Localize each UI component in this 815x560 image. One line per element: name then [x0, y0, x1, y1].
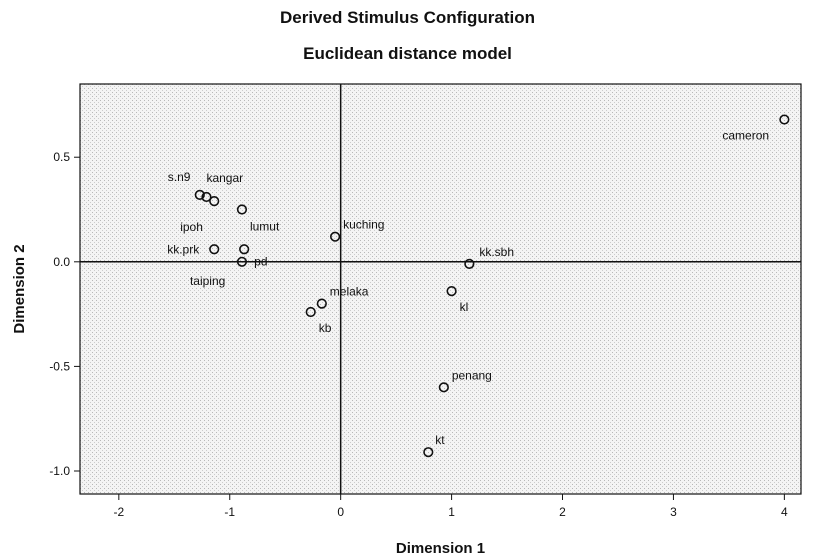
point-kk-sbh	[464, 258, 475, 269]
point-kb	[305, 306, 316, 318]
point-ipoh	[209, 196, 220, 207]
point-label-taiping: taiping	[190, 274, 225, 288]
x-tick-label: 2	[559, 505, 566, 519]
x-axis-title: Dimension 1	[396, 540, 485, 557]
point-label-lumut: lumut	[250, 220, 280, 234]
point-kangar	[201, 191, 212, 203]
point-melaka	[316, 298, 327, 309]
point-kk-prk	[209, 244, 220, 255]
point-label-ipoh: ipoh	[180, 220, 203, 234]
point-label-s-n9: s.n9	[168, 170, 191, 184]
point-kt	[423, 447, 434, 458]
point-cameron	[779, 114, 790, 125]
point-taiping	[236, 256, 248, 267]
chart-title: Derived Stimulus Configuration	[279, 8, 536, 27]
point-label-pd: pd	[254, 254, 267, 268]
point-label-kk-prk: kk.prk	[167, 242, 200, 256]
point-kuching	[330, 231, 341, 242]
point-kl	[446, 285, 457, 297]
y-tick-label: 0.0	[53, 255, 70, 269]
point-label-kt: kt	[435, 433, 445, 447]
point-label-kuching: kuching	[343, 218, 384, 232]
y-axis-title: Dimension 2	[11, 244, 28, 333]
point-label-kk-sbh: kk.sbh	[479, 245, 514, 259]
point-lumut	[236, 204, 248, 215]
point-penang	[438, 382, 449, 393]
x-tick-label: 1	[448, 505, 455, 519]
x-tick-label: 0	[337, 505, 344, 519]
point-label-melaka: melaka	[330, 285, 369, 299]
point-label-kl: kl	[460, 300, 469, 314]
y-tick-label: -0.5	[49, 359, 70, 373]
x-tick-label: -1	[224, 505, 235, 519]
x-tick-label: -2	[113, 505, 124, 519]
y-tick-label: 0.5	[53, 150, 70, 164]
point-label-kb: kb	[319, 321, 332, 335]
point-s-n9	[194, 189, 205, 200]
plot-area	[79, 83, 802, 495]
point-pd	[239, 244, 250, 255]
point-label-penang: penang	[452, 368, 492, 382]
point-label-kangar: kangar	[206, 171, 243, 185]
chart-subtitle: Euclidean distance model	[303, 44, 512, 63]
point-label-cameron: cameron	[722, 129, 769, 143]
x-tick-label: 4	[781, 505, 788, 519]
y-tick-label: -1.0	[49, 464, 70, 478]
x-tick-label: 3	[670, 505, 677, 519]
